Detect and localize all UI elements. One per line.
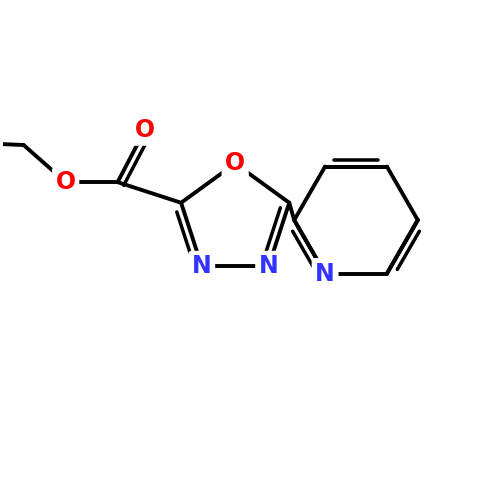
Text: N: N xyxy=(258,254,278,278)
Text: O: O xyxy=(56,170,76,194)
Text: O: O xyxy=(134,118,155,142)
Text: N: N xyxy=(192,254,212,278)
Text: O: O xyxy=(225,152,245,176)
Text: N: N xyxy=(315,262,335,285)
